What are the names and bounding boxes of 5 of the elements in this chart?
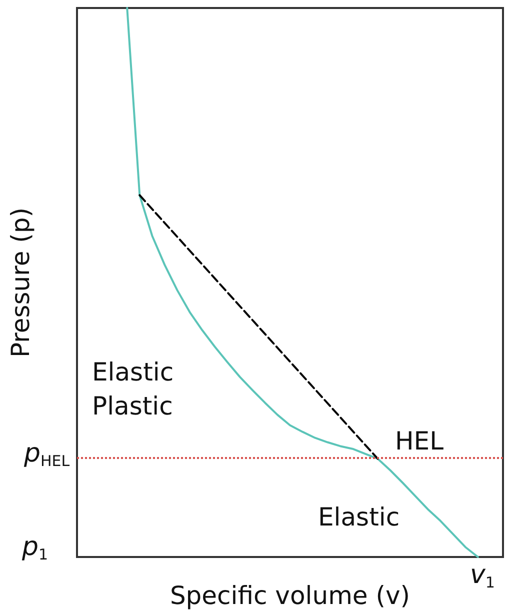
annotation: Elastic Plastic: [92, 358, 174, 420]
y-axis-title: Pressure (p): [6, 207, 35, 358]
annotation: HEL: [395, 426, 444, 456]
annotation: Elastic: [318, 502, 400, 532]
x-axis-title: Specific volume (v): [170, 581, 410, 610]
